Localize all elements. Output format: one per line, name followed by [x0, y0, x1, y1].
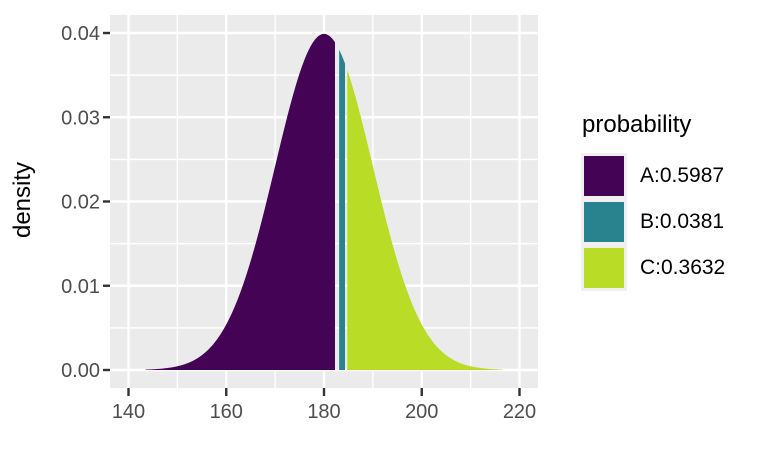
- region-area-A: [145, 33, 335, 370]
- x-tick-label: 140: [112, 401, 145, 423]
- legend-item-A: A:0.5987: [581, 153, 725, 199]
- legend-label-C: C:0.3632: [640, 256, 726, 279]
- x-tick-label: 200: [405, 401, 438, 423]
- y-tick-label: 0.01: [61, 276, 100, 298]
- legend-swatch-C-icon: [584, 248, 624, 288]
- legend-label-B: B:0.0381: [640, 210, 725, 233]
- legend: probability A:0.5987 B:0.0381 C:0.3632: [581, 110, 725, 291]
- legend-label-A: A:0.5987: [640, 164, 725, 187]
- legend-key-C: [581, 245, 627, 291]
- y-axis-title: density: [9, 162, 36, 238]
- legend-key-A: [581, 153, 627, 199]
- y-tick-label: 0.00: [61, 360, 100, 382]
- x-tick-label: 160: [210, 401, 243, 423]
- axis-ticks: [103, 31, 521, 396]
- y-tick-label: 0.03: [61, 107, 100, 129]
- legend-items: A:0.5987 B:0.0381 C:0.3632: [581, 153, 725, 291]
- legend-item-C: C:0.3632: [581, 245, 725, 291]
- x-tick-label: 180: [307, 401, 340, 423]
- legend-swatch-A-icon: [584, 156, 624, 196]
- region-area-C: [347, 69, 503, 370]
- legend-item-B: B:0.0381: [581, 199, 725, 245]
- legend-swatch-B-icon: [584, 202, 624, 242]
- y-tick-label: 0.02: [61, 192, 100, 214]
- legend-key-B: [581, 199, 627, 245]
- x-tick-label: 220: [503, 401, 536, 423]
- region-area-B: [339, 49, 346, 370]
- legend-title: probability: [582, 111, 692, 138]
- y-tick-label: 0.04: [61, 23, 100, 45]
